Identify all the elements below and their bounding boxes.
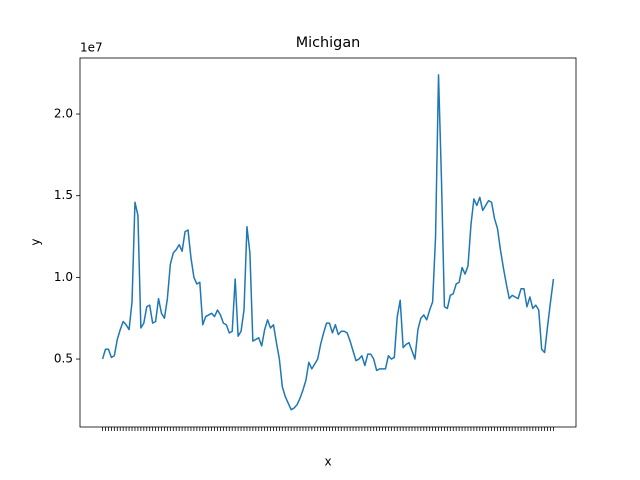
y-tick-label: 1.0 <box>54 270 73 284</box>
y-axis-label: y <box>29 238 43 245</box>
y-offset-label: 1e7 <box>80 41 103 55</box>
chart-title: Michigan <box>296 35 361 51</box>
plot-frame <box>79 57 577 428</box>
y-tick-label: 1.5 <box>54 188 73 202</box>
y-tick-label: 2.0 <box>54 107 73 121</box>
y-tick-label: 0.5 <box>54 352 73 366</box>
x-axis-label: x <box>324 455 331 469</box>
line <box>101 74 555 411</box>
